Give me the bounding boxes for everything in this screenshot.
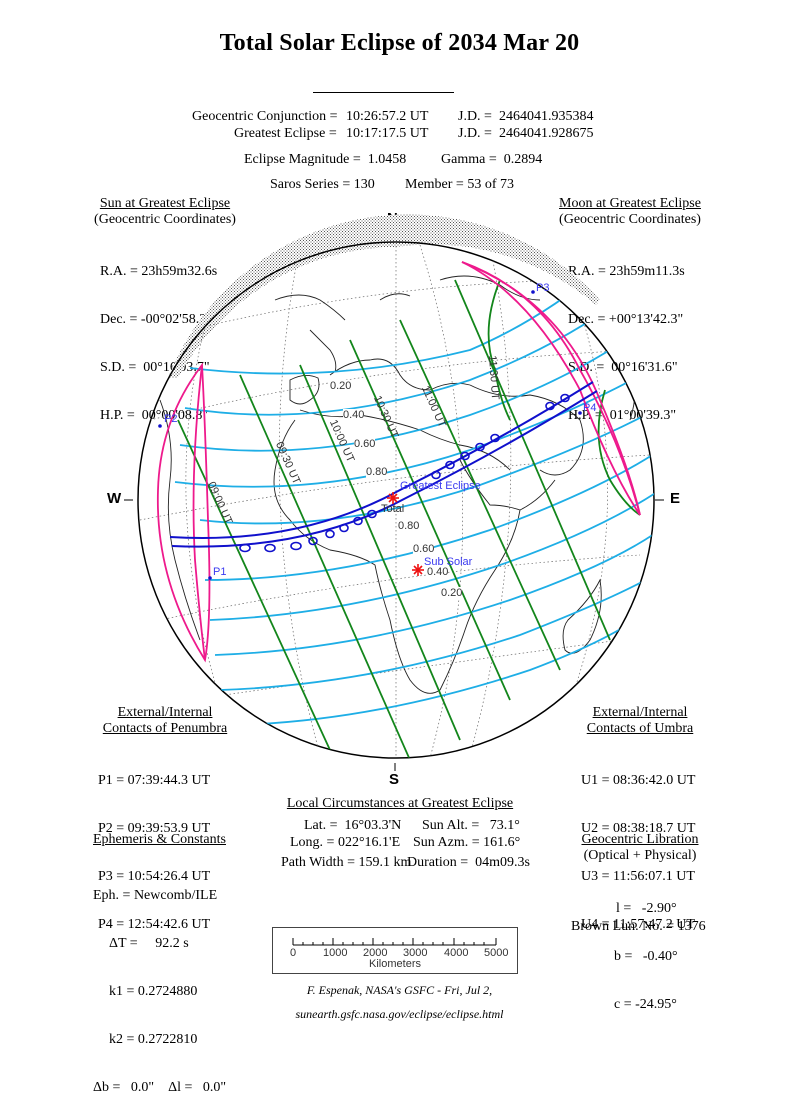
sun-panel: Sun at Greatest Eclipse (Geocentric Coor… bbox=[80, 196, 250, 228]
sun-altitude: Sun Alt. = 73.1° bbox=[422, 818, 520, 833]
credit-author: F. Espenak, NASA's GSFC - Fri, Jul 2, bbox=[306, 983, 493, 997]
penumbra-contacts-panel: External/Internal Contacts of Penumbra bbox=[80, 705, 250, 737]
contact-u4: U4 = 11:57:47.2 UT bbox=[581, 917, 695, 932]
greatest-eclipse-label: Greatest Eclipse = bbox=[234, 126, 337, 141]
sun-dec: Dec. = -00°02'58.2" bbox=[100, 312, 212, 327]
conjunction-time: 10:26:57.2 UT bbox=[346, 109, 429, 124]
penumbra-contacts: P1 = 07:39:44.3 UT P2 = 09:39:53.9 UT P3… bbox=[98, 741, 210, 949]
moon-subheading: (Geocentric Coordinates) bbox=[559, 212, 701, 227]
graticule-grid bbox=[139, 242, 651, 758]
k2: k2 = 0.2722810 bbox=[109, 1032, 198, 1047]
gamma: Gamma = 0.2894 bbox=[441, 152, 543, 167]
sun-subheading: (Geocentric Coordinates) bbox=[94, 212, 236, 227]
local-long: Long. = 022°16.1'E bbox=[290, 835, 401, 850]
contact-p2: P2 = 09:39:53.9 UT bbox=[98, 821, 211, 836]
sun-heading: Sun at Greatest Eclipse bbox=[99, 196, 231, 211]
sub-solar-label: Sub Solar bbox=[424, 556, 473, 568]
contact-u3: U3 = 11:56:07.1 UT bbox=[581, 869, 695, 884]
moon-heading: Moon at Greatest Eclipse bbox=[559, 196, 701, 211]
penumbra-heading-2: Contacts of Penumbra bbox=[102, 721, 228, 736]
contact-p3: P3 = 10:54:26.4 UT bbox=[98, 869, 211, 884]
magnitude-label-north-060: 0.60 bbox=[354, 438, 376, 450]
magnitude-label-north-040: 0.40 bbox=[343, 409, 365, 421]
scale-tick-2000: 2000 bbox=[363, 947, 388, 959]
sun-hp: H.P. = 00°00'08.8" bbox=[100, 408, 209, 423]
moon-ra: R.A. = 23h59m11.3s bbox=[568, 264, 685, 279]
p3-label: P3 bbox=[536, 282, 550, 294]
scale-tick-3000: 3000 bbox=[403, 947, 428, 959]
contact-points bbox=[158, 290, 582, 580]
ephemeris-heading: Ephemeris & Constants bbox=[93, 832, 226, 847]
local-lat: Lat. = 16°03.3'N bbox=[304, 818, 402, 833]
libration-b: b = -0.40° bbox=[614, 949, 678, 964]
conjunction-jd: J.D. = 2464041.935384 bbox=[458, 109, 594, 124]
greatest-eclipse-jd: J.D. = 2464041.928675 bbox=[458, 126, 594, 141]
scale-bar-box: 0 1000 2000 3000 4000 5000 Kilometers bbox=[272, 927, 518, 974]
page-title: Total Solar Eclipse of 2034 Mar 20 bbox=[219, 30, 580, 56]
scale-tick-5000: 5000 bbox=[484, 947, 509, 959]
brown-lunation-number: Brown Lun. No. = 1376 bbox=[571, 919, 706, 934]
magnitude-label-south-020: 0.20 bbox=[441, 587, 463, 599]
libration-c: c = -24.95° bbox=[614, 997, 677, 1012]
path-width: Path Width = 159.1 km bbox=[281, 855, 412, 870]
total-label: Total bbox=[381, 503, 405, 515]
magnitude-label-south-080: 0.80 bbox=[398, 520, 420, 532]
night-shading bbox=[168, 214, 600, 378]
title-divider bbox=[313, 92, 454, 93]
eclipse-globe-map bbox=[124, 214, 664, 771]
p2-label: P2 bbox=[164, 413, 178, 425]
greatest-eclipse-label-map: Greatest Eclipse bbox=[400, 480, 481, 492]
scale-ruler bbox=[292, 938, 497, 946]
penumbra-heading-1: External/Internal bbox=[117, 705, 213, 720]
libration-subheading: (Optical + Physical) bbox=[583, 848, 697, 863]
umbra-heading-2: Contacts of Umbra bbox=[586, 721, 694, 736]
magnitude-isolines bbox=[174, 269, 654, 726]
magnitude-label-south-060: 0.60 bbox=[413, 543, 435, 555]
contact-p4: P4 = 12:54:42.6 UT bbox=[98, 917, 211, 932]
delta-t: ΔT = 92.2 s bbox=[109, 936, 189, 951]
p4-label: P4 bbox=[583, 402, 597, 414]
contact-u2: U2 = 08:38:18.7 UT bbox=[581, 821, 696, 836]
magnitude-label-north-080: 0.80 bbox=[366, 466, 388, 478]
contact-u1: U1 = 08:36:42.0 UT bbox=[581, 773, 696, 788]
umbra-contacts: U1 = 08:36:42.0 UT U2 = 08:38:18.7 UT U3… bbox=[581, 741, 695, 949]
duration: Duration = 04m09.3s bbox=[407, 855, 530, 870]
compass-south: S bbox=[389, 771, 400, 788]
scale-unit: Kilometers bbox=[369, 958, 421, 970]
p1-label: P1 bbox=[213, 566, 227, 578]
scale-tick-4000: 4000 bbox=[444, 947, 469, 959]
contact-p1: P1 = 07:39:44.3 UT bbox=[98, 773, 211, 788]
eclipse-magnitude: Eclipse Magnitude = 1.0458 bbox=[244, 152, 407, 167]
scale-tick-1000: 1000 bbox=[323, 947, 348, 959]
sun-coordinates: R.A. = 23h59m32.6s Dec. = -00°02'58.2" S… bbox=[100, 232, 217, 440]
ephemeris-eph: Eph. = Newcomb/ILE bbox=[93, 888, 218, 903]
moon-panel: Moon at Greatest Eclipse (Geocentric Coo… bbox=[545, 196, 715, 228]
greatest-eclipse-time: 10:17:17.5 UT bbox=[346, 126, 429, 141]
greatest-eclipse-marker bbox=[387, 492, 399, 504]
k1: k1 = 0.2724880 bbox=[109, 984, 198, 999]
sun-ra: R.A. = 23h59m32.6s bbox=[100, 264, 218, 279]
umbral-path bbox=[169, 381, 598, 553]
credit-url: sunearth.gsfc.nasa.gov/eclipse/eclipse.h… bbox=[295, 1007, 504, 1021]
libration-l: l = -2.90° bbox=[616, 901, 677, 916]
magnitude-label-south-040: 0.40 bbox=[427, 566, 449, 578]
libration-panel: Geocentric Libration (Optical + Physical… bbox=[560, 832, 720, 864]
sun-azimuth: Sun Azm. = 161.6° bbox=[413, 835, 521, 850]
umbra-heading-1: External/Internal bbox=[592, 705, 688, 720]
compass-east: E bbox=[670, 490, 681, 507]
delta-b-delta-l: Δb = 0.0" Δl = 0.0" bbox=[93, 1080, 227, 1095]
time-isolines bbox=[177, 279, 641, 758]
magnitude-label-north-020: 0.20 bbox=[330, 380, 352, 392]
sub-solar-marker bbox=[412, 564, 424, 576]
saros-member: Member = 53 of 73 bbox=[405, 177, 514, 192]
libration-heading: Geocentric Libration bbox=[581, 832, 699, 847]
saros-series: Saros Series = 130 bbox=[270, 177, 375, 192]
scale-tick-0: 0 bbox=[290, 947, 297, 959]
conjunction-label: Geocentric Conjunction = bbox=[192, 109, 338, 124]
libration-values: l = -2.90° b = -0.40° c = -24.95° bbox=[614, 869, 678, 1029]
umbra-contacts-panel: External/Internal Contacts of Umbra bbox=[560, 705, 720, 737]
local-circumstances-heading: Local Circumstances at Greatest Eclipse bbox=[286, 796, 514, 811]
compass-west: W bbox=[107, 490, 122, 507]
penumbral-limits bbox=[156, 261, 641, 663]
